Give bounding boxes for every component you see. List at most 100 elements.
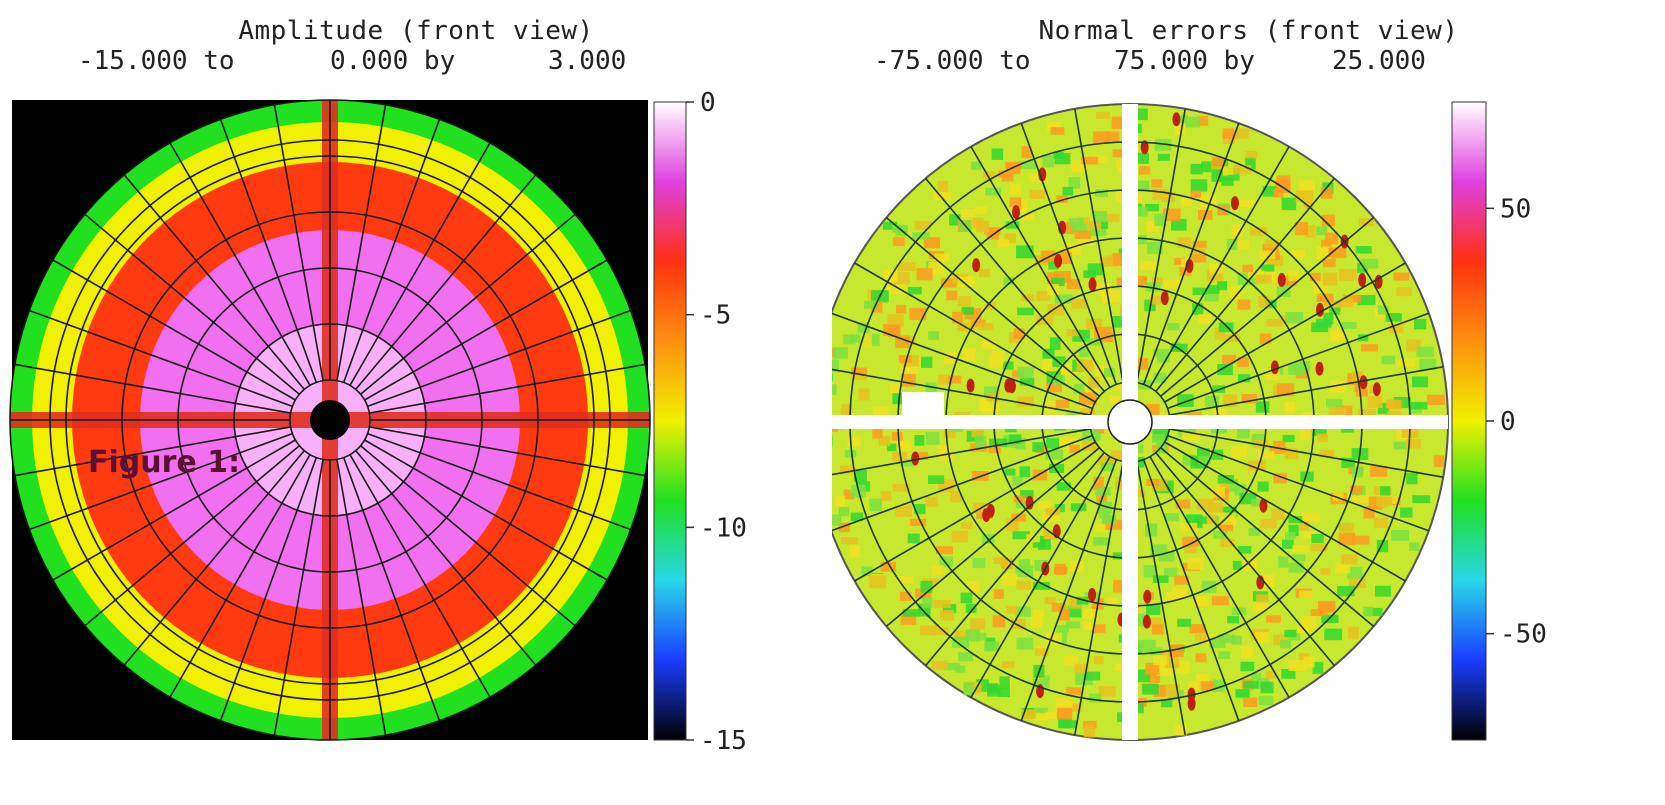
errors-speckle [832, 373, 833, 382]
errors-speckle [1134, 275, 1148, 287]
errors-speckle [1214, 327, 1225, 340]
errors-speckle [832, 359, 839, 373]
errors-speckle [1358, 218, 1375, 227]
amplitude-grid-spoke [360, 213, 576, 395]
errors-speckle [1351, 535, 1370, 545]
errors-speckle [960, 208, 975, 218]
errors-speckle [1213, 408, 1227, 418]
errors-speckle [1065, 687, 1082, 695]
errors-speckle [1217, 634, 1235, 643]
errors-speckle [1218, 322, 1233, 333]
errors-speckle [1094, 365, 1111, 376]
errors-speckle [1341, 321, 1357, 330]
amplitude-grid-spoke [14, 363, 291, 414]
errors-speckle [1194, 633, 1208, 641]
errors-speckle [1011, 618, 1026, 630]
errors-speckle [1360, 258, 1379, 269]
errors-speckle [1414, 318, 1427, 330]
errors-speckle [1032, 609, 1044, 619]
errors-speckle [1078, 346, 1089, 357]
errors-speckle [938, 374, 954, 385]
errors-speckle [1098, 510, 1111, 519]
errors-speckle [1067, 605, 1082, 618]
errors-speckle [1056, 708, 1073, 720]
errors-speckle [1069, 444, 1080, 453]
errors-grid-spoke [1142, 122, 1240, 385]
errors-hotspot [911, 451, 920, 466]
errors-speckle [1098, 537, 1110, 546]
errors-speckle [1242, 264, 1253, 273]
errors-speckle [936, 546, 953, 555]
errors-speckle [1152, 433, 1165, 443]
errors-speckle [1042, 359, 1053, 372]
errors-hotspot [1259, 498, 1268, 513]
errors-speckle [960, 592, 973, 604]
errors-speckle [1056, 482, 1071, 491]
errors-grid-spoke [885, 447, 1100, 628]
errors-speckle [832, 384, 837, 395]
errors-speckle [1232, 560, 1244, 570]
errors-speckle [1192, 303, 1204, 315]
errors-speckle [937, 180, 949, 192]
errors-speckle [1338, 532, 1356, 546]
errors-speckle [1061, 222, 1075, 234]
errors-speckle [1222, 166, 1234, 175]
errors-speckle [1046, 122, 1062, 132]
errors-speckle [1266, 615, 1281, 623]
errors-speckle [1193, 596, 1209, 607]
errors-speckle [893, 237, 905, 247]
errors-speckle [1209, 263, 1224, 274]
errors-speckle [1311, 534, 1324, 543]
errors-hotspot [982, 508, 991, 523]
errors-speckle [989, 356, 1003, 368]
errors-grid-spoke [1160, 447, 1375, 628]
errors-speckle [891, 452, 908, 462]
errors-speckle [1182, 536, 1200, 547]
errors-speckle [1219, 520, 1233, 532]
errors-speckle [1335, 562, 1351, 574]
errors-blank-patch [902, 392, 944, 422]
errors-speckle [920, 625, 938, 636]
amplitude-grid-spoke [342, 119, 441, 383]
errors-speckle [1222, 128, 1240, 139]
errors-speckle [1245, 150, 1258, 159]
errors-speckle [1103, 367, 1116, 378]
errors-speckle [1341, 554, 1358, 565]
errors-speckle [1067, 703, 1082, 712]
errors-speckle [1320, 449, 1335, 458]
errors-speckle [1077, 238, 1095, 246]
errors-speckle [1235, 689, 1250, 698]
errors-speckle [1426, 394, 1445, 406]
errors-speckle [1310, 272, 1321, 281]
errors-speckle [1148, 672, 1161, 683]
errors-speckle [1038, 501, 1052, 510]
errors-speckle [847, 436, 861, 447]
errors-speckle [1377, 402, 1390, 414]
errors-hotspot [1359, 375, 1368, 390]
errors-speckle [1032, 442, 1044, 452]
errors-speckle [954, 630, 971, 641]
errors-speckle [933, 192, 952, 201]
errors-speckle [1301, 512, 1320, 522]
errors-speckle [1248, 460, 1266, 471]
errors-speckle [1251, 498, 1262, 507]
errors-speckle [880, 561, 897, 572]
errors-speckle [1050, 127, 1065, 135]
errors-speckle [1276, 383, 1295, 397]
errors-grid-spoke [1169, 428, 1444, 479]
errors-speckle [970, 443, 988, 452]
errors-speckle [1192, 287, 1208, 296]
errors-speckle [1045, 711, 1062, 720]
errors-speckle [1074, 663, 1089, 673]
errors-speckle [1386, 399, 1401, 409]
errors-speckle [1313, 282, 1329, 295]
errors-speckle [1284, 401, 1296, 414]
errors-speckle [1348, 626, 1360, 640]
errors-speckle [1279, 639, 1292, 649]
errors-speckle [1021, 709, 1037, 720]
errors-speckle [1095, 523, 1107, 532]
errors-speckle [949, 214, 961, 226]
errors-speckle [1393, 272, 1410, 281]
errors-speckle [1310, 543, 1328, 552]
errors-speckle [1164, 513, 1179, 522]
